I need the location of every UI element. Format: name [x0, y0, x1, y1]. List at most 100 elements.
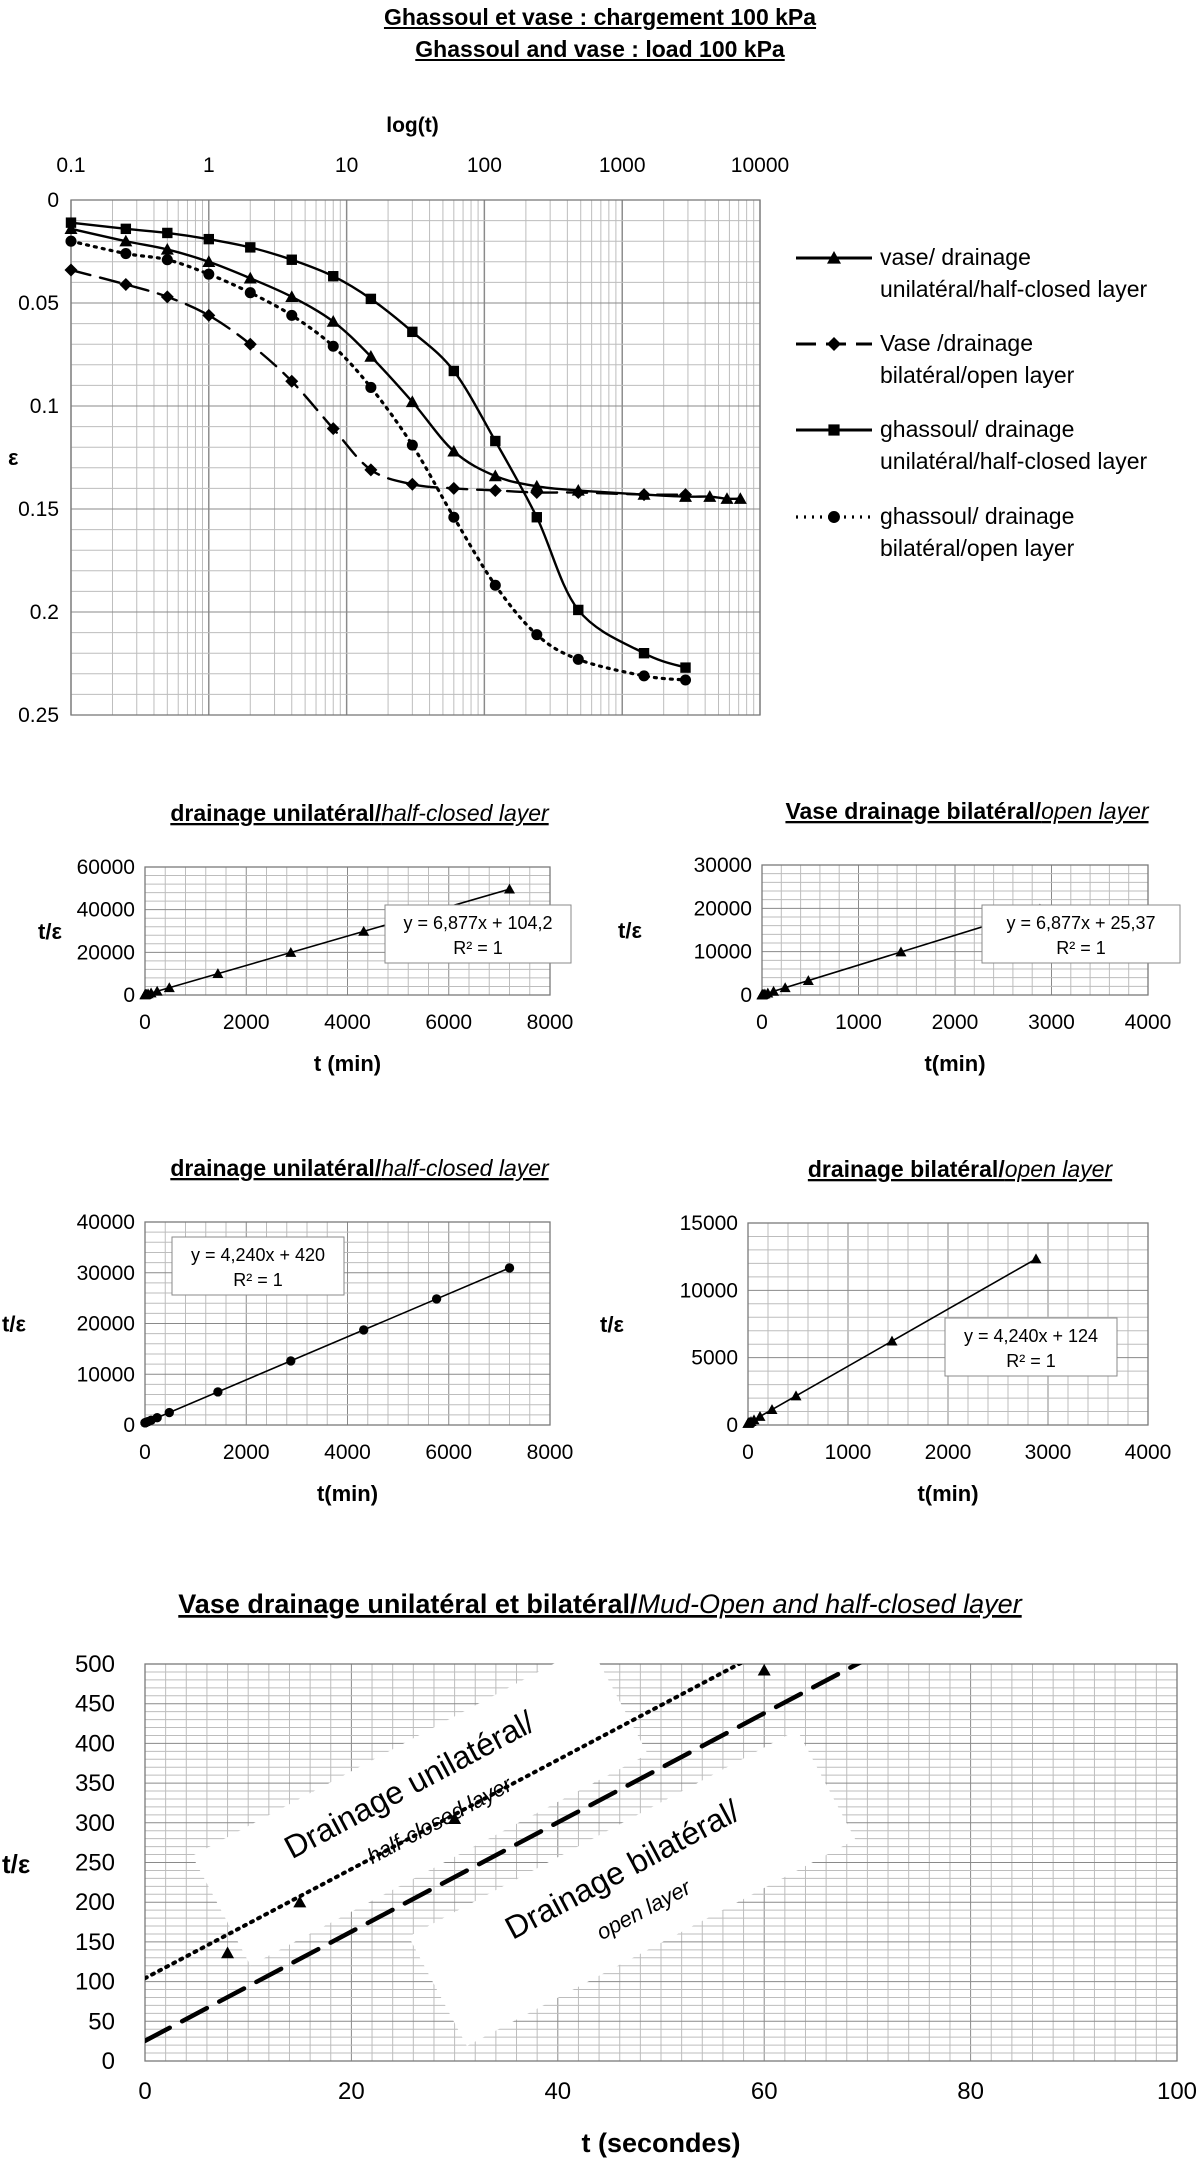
- series-marker: [531, 512, 542, 523]
- series-2: [64, 263, 693, 502]
- series-marker: [406, 439, 418, 451]
- series-marker: [364, 350, 378, 362]
- y-tick-label: 500: [75, 1651, 115, 1678]
- y-axis-label: t/ε: [2, 1312, 26, 1337]
- series-marker: [160, 290, 174, 304]
- series-marker: [328, 271, 339, 282]
- legend-label-line2: bilatéral/open layer: [880, 535, 1075, 561]
- data-point: [164, 1407, 174, 1418]
- y-tick-label: 20000: [77, 941, 135, 964]
- x-tick-label: 1000: [825, 1441, 872, 1464]
- legend-swatch-marker: [827, 251, 841, 264]
- series-marker: [572, 653, 584, 665]
- series-marker: [244, 287, 256, 299]
- y-axis-label: t/ε: [38, 919, 62, 944]
- series-marker: [327, 340, 339, 352]
- x-tick-label: 0: [756, 1011, 768, 1034]
- x-tick-label: 6000: [425, 1011, 472, 1034]
- series-marker: [407, 326, 418, 338]
- series-marker: [119, 234, 133, 247]
- series-marker: [202, 308, 216, 322]
- y-tick-label: 0: [102, 2048, 115, 2075]
- series-marker: [65, 235, 77, 247]
- x-axis-label: t(min): [317, 1481, 378, 1506]
- data-point: [748, 1414, 760, 1425]
- y-axis-label: ε: [8, 445, 19, 470]
- x-tick-label: 3000: [1025, 1441, 1072, 1464]
- data-point: [221, 1946, 235, 1959]
- series-marker: [530, 486, 544, 500]
- series-marker: [64, 263, 78, 277]
- trendline-equation: y = 6,877x + 104,2: [403, 913, 552, 933]
- figure-title-fr: Ghassoul et vase : chargement 100 kPa: [383, 4, 817, 30]
- series-marker: [64, 222, 78, 235]
- series-3: [65, 217, 691, 673]
- x-tick-label: 0: [742, 1441, 754, 1464]
- trendline-r2: R² = 1: [1056, 938, 1106, 958]
- y-tick-label: 40000: [77, 899, 135, 922]
- x-tick-label: 100: [467, 154, 502, 177]
- y-axis-label: t/ε: [600, 1312, 624, 1337]
- data-point: [504, 1263, 515, 1273]
- legend-swatch-marker: [828, 511, 840, 523]
- data-point: [213, 1387, 223, 1397]
- data-point: [285, 947, 297, 957]
- series-marker: [160, 242, 174, 255]
- data-point: [163, 982, 175, 993]
- reference-line-1: [145, 1664, 744, 1981]
- y-tick-label: 30000: [694, 854, 752, 877]
- annotation-band: [408, 1729, 856, 2047]
- y-tick-label: 10000: [694, 941, 752, 964]
- data-point: [293, 1895, 307, 1908]
- legend-label-line1: ghassoul/ drainage: [880, 503, 1074, 529]
- plot-area: [71, 200, 760, 715]
- series-marker: [680, 662, 691, 673]
- series-marker: [448, 511, 460, 523]
- data-point: [768, 985, 780, 996]
- series-marker: [245, 242, 256, 253]
- y-tick-label: 20000: [77, 1313, 135, 1336]
- x-tick-label: 3000: [1028, 1011, 1075, 1034]
- series-marker: [203, 233, 214, 245]
- y-tick-label: 5000: [691, 1347, 738, 1370]
- y-tick-label: 15000: [680, 1212, 738, 1235]
- x-tick-label: 8000: [527, 1441, 574, 1464]
- trendline-r2: R² = 1: [453, 938, 503, 958]
- data-point: [212, 968, 224, 979]
- data-point: [504, 883, 515, 894]
- y-tick-label: 0: [740, 984, 752, 1007]
- x-axis-label: log(t): [386, 114, 438, 137]
- y-tick-label: 0: [123, 1414, 135, 1437]
- x-axis-label: t(min): [924, 1051, 985, 1076]
- series-marker: [447, 444, 461, 457]
- chart-title: Vase drainage bilatéral/open layer: [785, 798, 1149, 824]
- legend-label-line1: vase/ drainage: [880, 244, 1031, 270]
- y-tick-label: 50: [88, 2008, 115, 2035]
- y-tick-label: 0: [47, 189, 59, 212]
- y-tick-label: 0.15: [18, 498, 59, 521]
- data-point: [151, 985, 163, 996]
- series-marker: [326, 315, 340, 327]
- series-marker: [162, 227, 173, 239]
- series-line: [69, 221, 687, 669]
- data-point: [802, 975, 814, 985]
- y-tick-label: 150: [75, 1929, 115, 1956]
- y-tick-label: 0: [726, 1414, 738, 1437]
- series-marker: [286, 254, 297, 265]
- series-marker: [202, 255, 216, 267]
- y-axis-label: t/ε: [618, 918, 642, 943]
- series-marker: [326, 422, 340, 436]
- chart-vase-unilateral: drainage unilatéral/half-closed layer 0 20…: [38, 800, 573, 1076]
- plot-border: [144, 1663, 1178, 2062]
- x-tick-label: 10000: [731, 154, 789, 177]
- x-tick-label: 4000: [324, 1441, 371, 1464]
- x-tick-label: 4000: [324, 1011, 371, 1034]
- y-tick-label: 40000: [77, 1211, 135, 1234]
- x-tick-label: 1: [203, 154, 215, 177]
- chart-title: drainage unilatéral/half-closed layer: [170, 800, 550, 826]
- trendline-label-box: [171, 1236, 345, 1296]
- series-marker: [286, 309, 298, 321]
- series-marker: [405, 477, 419, 491]
- y-tick-label: 250: [75, 1850, 115, 1877]
- x-tick-label: 1000: [599, 154, 646, 177]
